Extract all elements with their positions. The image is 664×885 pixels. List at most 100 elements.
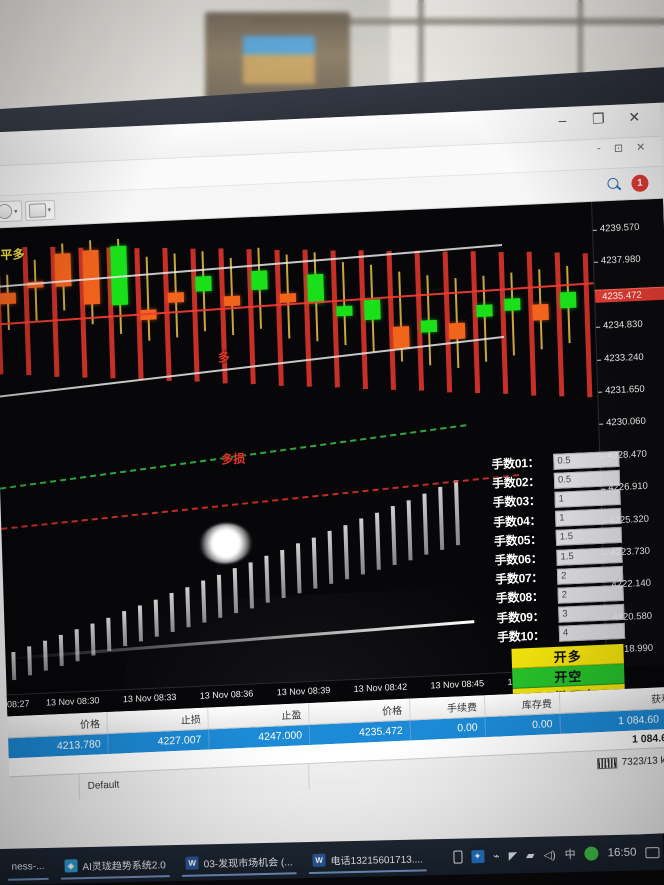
annotation-long: 多: [217, 350, 231, 365]
candle-body: [195, 276, 212, 292]
chart-area[interactable]: 平多 多 多损 4239.5704237.9804236.3904234.830…: [0, 198, 664, 717]
candle: [279, 254, 298, 339]
candle: [82, 240, 101, 324]
indicator-bar: [438, 487, 445, 551]
time-tick: 13 Nov 08:39: [276, 685, 331, 698]
lot-label: 手数01：: [491, 455, 540, 472]
minimize-icon[interactable]: –: [558, 111, 567, 129]
lot-input[interactable]: 1: [554, 488, 621, 508]
indicator-bar: [406, 499, 413, 560]
indicator-bar: [343, 524, 350, 580]
notification-icon[interactable]: [645, 846, 660, 858]
green-circle-icon[interactable]: [584, 846, 599, 861]
close-icon[interactable]: ✕: [628, 108, 641, 126]
candle-wick: [482, 275, 488, 363]
indicator-bar: [311, 537, 318, 589]
price-tick: 4239.570: [593, 221, 664, 235]
candle-wick: [145, 256, 151, 341]
circle-icon: [0, 203, 13, 220]
lot-input[interactable]: 2: [556, 565, 624, 585]
lot-input[interactable]: 1: [555, 508, 622, 527]
lot-input[interactable]: 0.5: [553, 450, 620, 470]
taskbar-item-doc-2[interactable]: W 电话13215601713....: [304, 842, 431, 875]
candle: [335, 261, 354, 345]
indicator-bar: [422, 493, 429, 556]
candle-body: [0, 292, 17, 305]
session-line: [582, 252, 593, 398]
screen-glare: [199, 522, 253, 565]
clock[interactable]: 16:50: [607, 846, 637, 860]
candle-body: [504, 297, 521, 312]
sub-window-controls[interactable]: - ⊡ ✕: [597, 140, 645, 155]
toolbar-dropdown-1[interactable]: ▾: [0, 200, 22, 223]
lot-label: 手数06：: [494, 551, 543, 568]
candle-body: [448, 322, 466, 340]
price-tick: 4230.060: [599, 415, 664, 429]
taskbar-label-3: 电话13215601713....: [330, 853, 424, 867]
candle-body: [167, 292, 185, 303]
lot-input[interactable]: 1.5: [556, 546, 623, 566]
screen-content: – ❐ ✕ - ⊡ ✕ ▾ ▾ 1: [0, 102, 664, 863]
annotation-long-stop: 多损: [220, 451, 246, 467]
candle: [503, 272, 522, 356]
network-text: 7323/13 kb: [621, 754, 664, 769]
time-tick: 13 Nov 08:30: [45, 695, 100, 708]
lot-input[interactable]: 2: [557, 584, 624, 604]
candle: [531, 269, 550, 350]
taskbar-item-0[interactable]: ness-...: [3, 851, 52, 882]
price-tick: 4237.980: [594, 253, 664, 267]
time-tick: 13 Nov 08:45: [430, 678, 485, 691]
chevron-down-icon: ▾: [13, 207, 18, 216]
candle: [194, 250, 213, 332]
notification-badge[interactable]: 1: [631, 174, 649, 193]
lot-label: 手数09：: [496, 609, 545, 626]
sub-minimize-icon[interactable]: -: [597, 142, 602, 155]
usb-icon[interactable]: [452, 850, 463, 864]
indicator-bar: [359, 517, 365, 575]
candle-body: [476, 303, 493, 318]
window-controls[interactable]: – ❐ ✕: [552, 107, 644, 129]
lot-label: 手数10：: [496, 628, 546, 645]
lot-input[interactable]: 1.5: [555, 527, 623, 547]
mouse-icon[interactable]: ⌁: [492, 850, 500, 863]
word-icon-2: W: [312, 853, 326, 867]
candle: [110, 239, 129, 334]
price-tick: 4233.240: [597, 350, 664, 364]
candle-body: [364, 299, 381, 320]
toolbar-dropdown-2[interactable]: ▾: [24, 199, 56, 221]
candle-wick: [510, 272, 515, 356]
candle: [27, 259, 45, 321]
taskbar-label-1: AI灵珑趋势系统2.0: [82, 859, 166, 873]
current-price-label: 4235.472: [594, 286, 664, 303]
taskbar-item-doc-1[interactable]: W 03-发现市场机会 (...: [177, 845, 301, 878]
ime-indicator[interactable]: 中: [564, 848, 576, 862]
volume-icon[interactable]: ◁): [543, 848, 556, 862]
wifi-icon[interactable]: ◤: [508, 849, 518, 862]
indicator-bar: [27, 646, 33, 676]
candle: [54, 243, 72, 311]
candle: [167, 253, 186, 338]
bluetooth-icon[interactable]: ✦: [470, 849, 485, 863]
lot-label: 手数05：: [493, 532, 542, 549]
taskbar-item-ai-system[interactable]: ◈ AI灵珑趋势系统2.0: [56, 848, 174, 881]
system-tray[interactable]: ✦ ⌁ ◤ ▰ ◁) 中 16:50: [452, 844, 660, 865]
time-tick: 13 Nov 08:42: [353, 681, 408, 694]
sub-close-icon[interactable]: ✕: [635, 141, 646, 154]
lot-label: 手数04：: [493, 513, 542, 530]
taskbar-label-0: ness-...: [11, 860, 45, 873]
indicator-bar: [390, 505, 397, 565]
candle: [139, 256, 158, 341]
lot-input[interactable]: 0.5: [553, 469, 621, 489]
battery-icon[interactable]: ▰: [525, 849, 535, 862]
price-tick: 4231.650: [598, 383, 664, 397]
indicator-bar: [327, 530, 334, 584]
candle-body: [392, 325, 410, 349]
sub-restore-icon[interactable]: ⊡: [613, 142, 624, 155]
indicator-bar: [58, 635, 64, 666]
lot-input[interactable]: 3: [558, 603, 625, 623]
order-entry-panel[interactable]: 手数01： 0.5 手数02： 0.5 手数03： 1 手数04： 1 手数05： 1.5 手数06…: [491, 449, 628, 717]
lot-input[interactable]: 4: [558, 623, 626, 643]
close-position-icon[interactable]: ✕: [659, 713, 664, 726]
maximize-icon[interactable]: ❐: [591, 110, 605, 127]
search-icon[interactable]: [607, 177, 621, 192]
